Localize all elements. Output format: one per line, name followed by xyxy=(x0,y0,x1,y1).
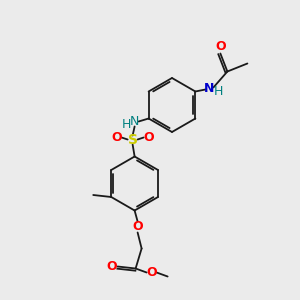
Text: O: O xyxy=(111,131,122,144)
Text: N: N xyxy=(204,82,214,95)
Text: H: H xyxy=(122,118,131,131)
Text: H: H xyxy=(214,85,223,98)
Text: O: O xyxy=(132,220,143,233)
Text: O: O xyxy=(143,131,154,144)
Text: O: O xyxy=(215,40,226,53)
Text: S: S xyxy=(128,133,138,146)
Text: N: N xyxy=(130,115,139,128)
Text: O: O xyxy=(146,266,157,279)
Text: O: O xyxy=(106,260,117,273)
